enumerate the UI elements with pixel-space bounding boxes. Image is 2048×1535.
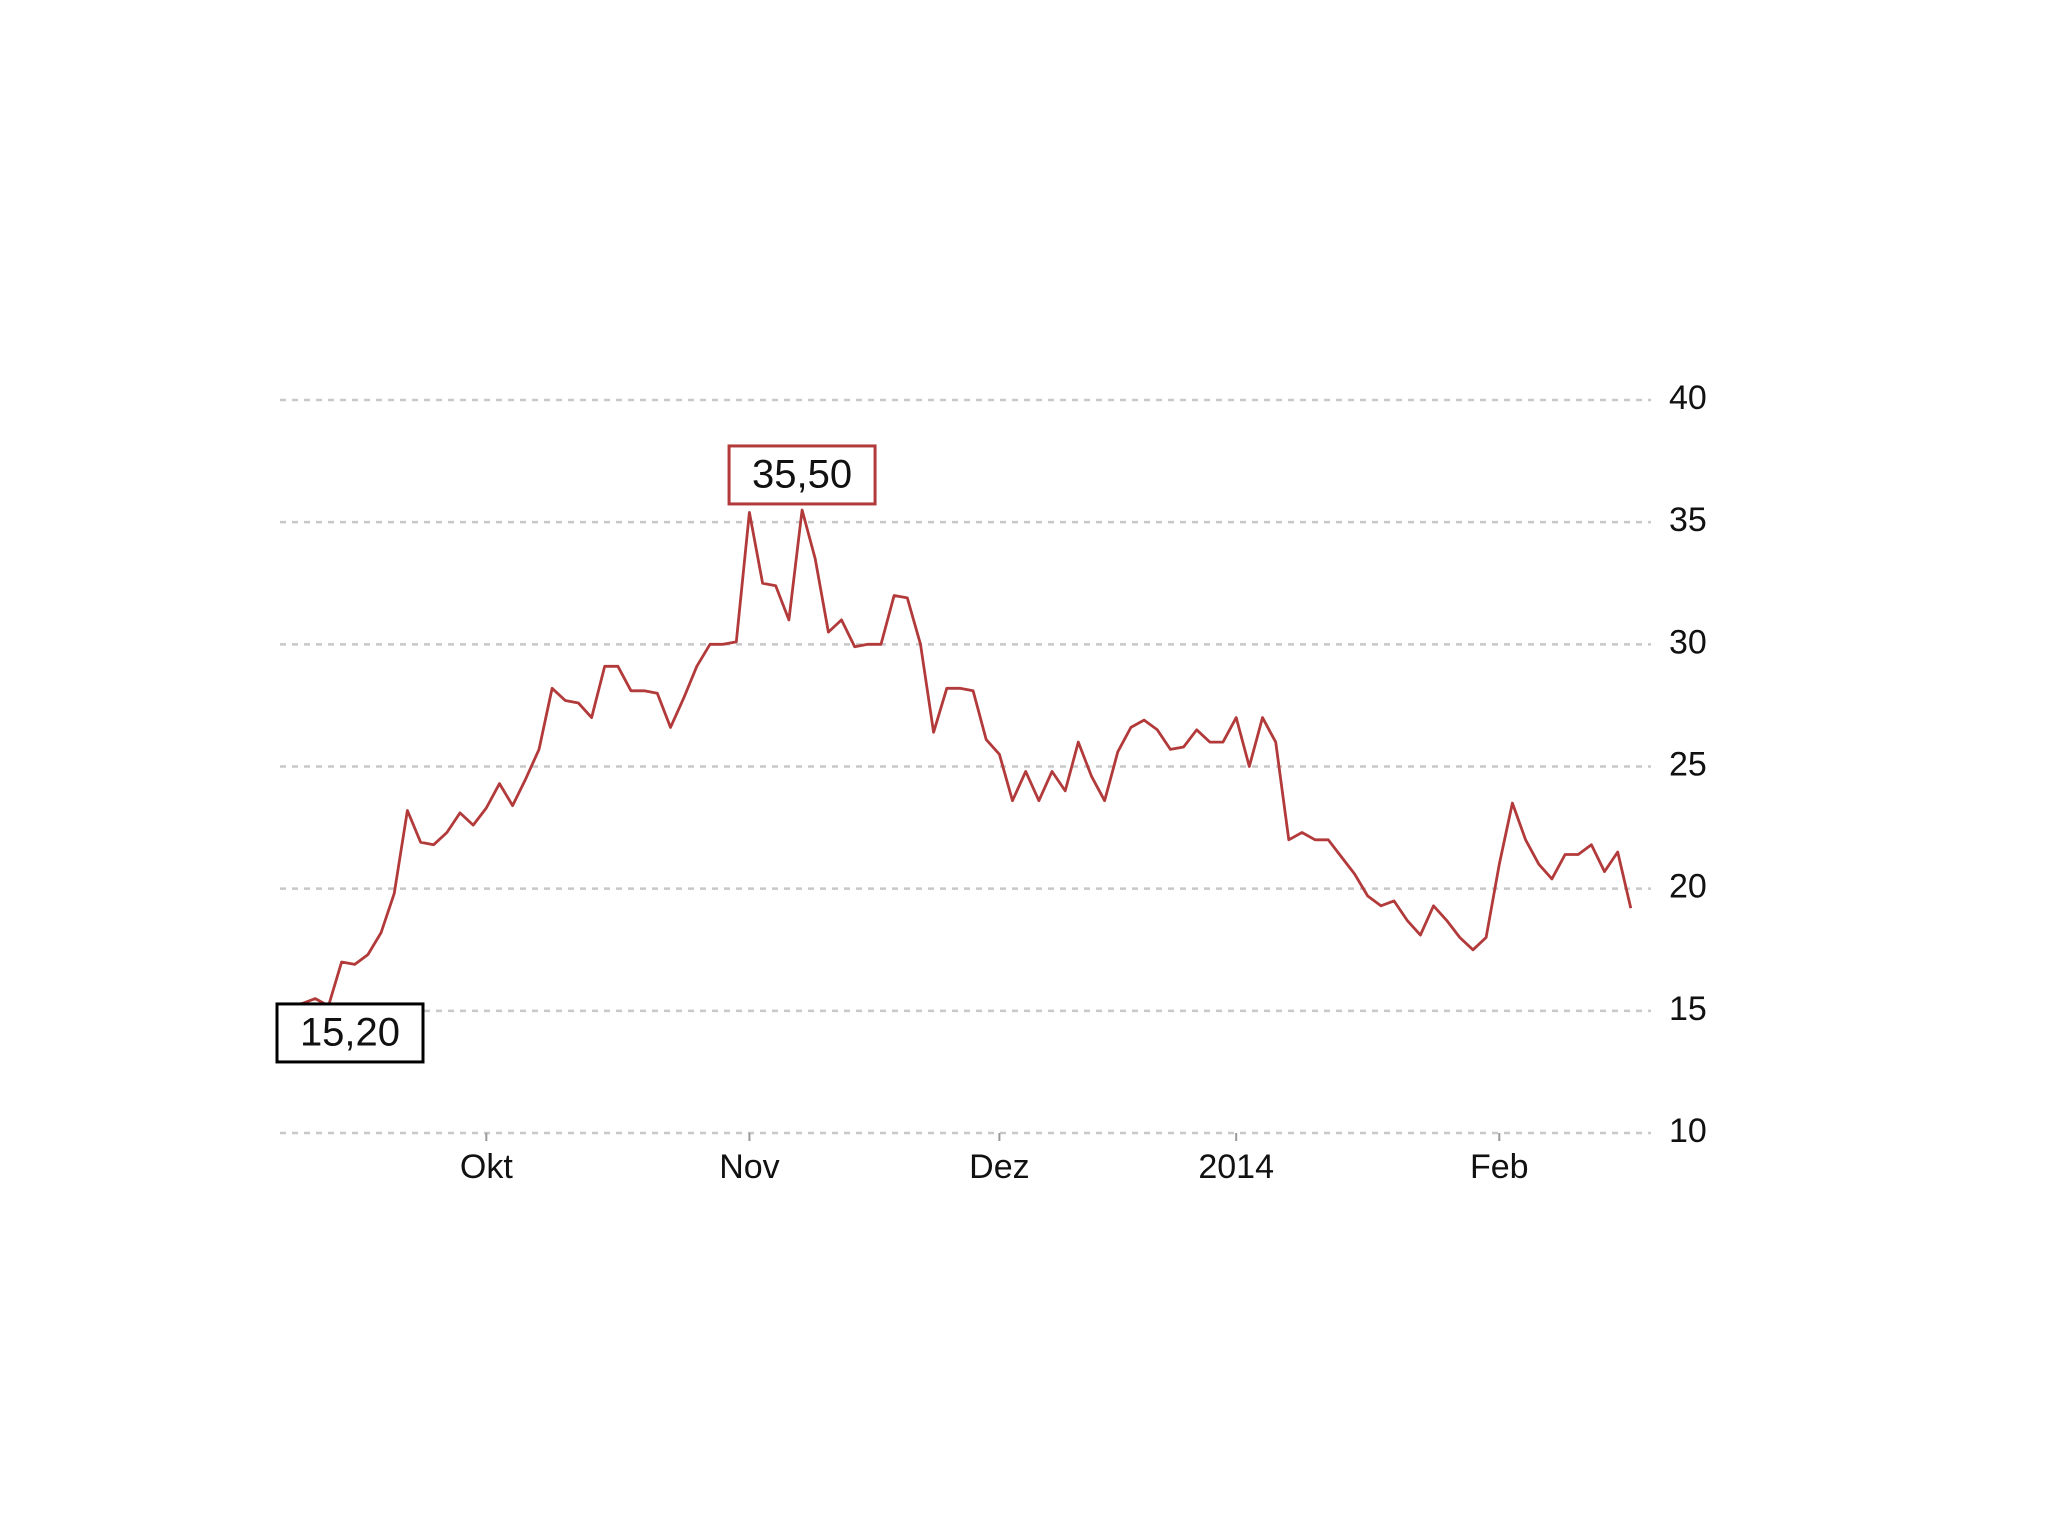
y-tick-label: 10 [1669,1112,1707,1150]
value-label: 15,20 [300,1011,400,1055]
y-tick-label: 40 [1669,379,1707,417]
y-tick-label: 15 [1669,990,1707,1028]
y-tick-label: 35 [1669,501,1707,539]
x-tick-label: Feb [1470,1148,1529,1186]
price-line [288,508,1633,1008]
value-label: 35,50 [752,453,852,497]
y-tick-label: 20 [1669,868,1707,906]
x-tick-label: Okt [460,1148,513,1186]
x-tick-label: Nov [719,1148,779,1186]
x-tick-label: 2014 [1198,1148,1274,1186]
y-tick-label: 25 [1669,745,1707,783]
y-tick-label: 30 [1669,623,1707,661]
value-label-box [727,444,877,506]
value-label-box [275,1002,425,1064]
x-tick-label: Dez [969,1148,1029,1186]
